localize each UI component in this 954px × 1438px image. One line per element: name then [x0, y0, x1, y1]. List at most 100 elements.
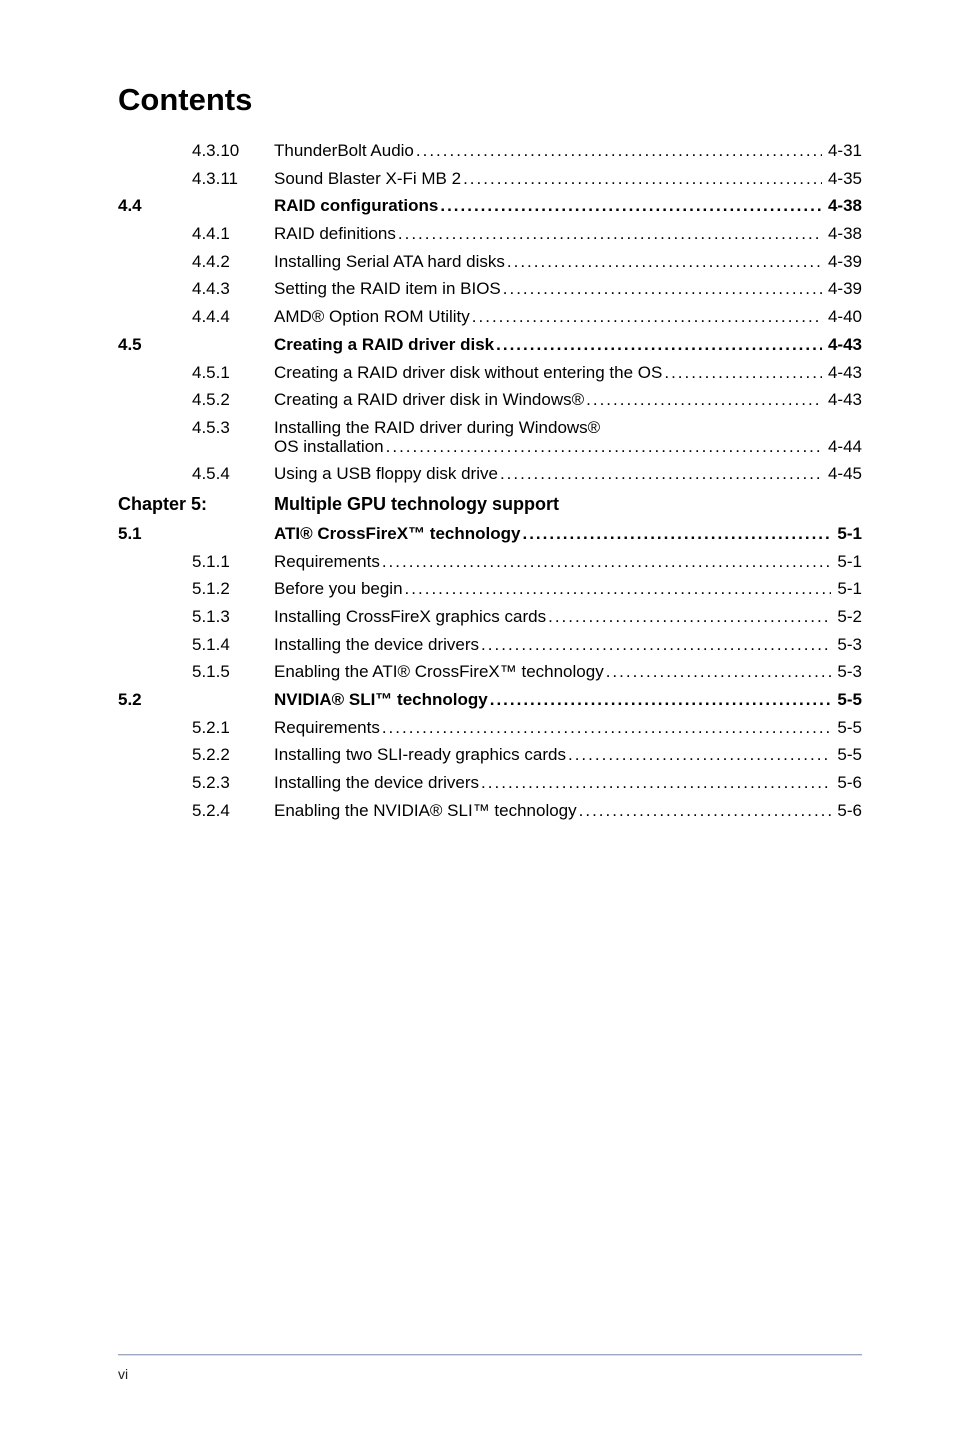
toc-subsection-number: 5.2.1: [192, 719, 274, 738]
toc-title-col: RAID definitions 4-38: [274, 225, 862, 244]
toc-row: 5.2NVIDIA® SLI™ technology5-5: [118, 691, 862, 710]
toc-title-text: Before you begin: [274, 580, 403, 599]
toc-row: 4.5.3Installing the RAID driver during W…: [118, 419, 862, 456]
toc-title-text: NVIDIA® SLI™ technology: [274, 691, 488, 710]
toc-title-col: Installing Serial ATA hard disks4-39: [274, 253, 862, 272]
toc-block-1: 4.3.10ThunderBolt Audio4-314.3.11Sound B…: [118, 142, 862, 484]
toc-row: 5.1.5Enabling the ATI® CrossFireX™ techn…: [118, 663, 862, 682]
toc-title-text: Setting the RAID item in BIOS: [274, 280, 501, 299]
toc-subsection-number: 4.4.2: [192, 253, 274, 272]
toc-title-text: OS installation: [274, 438, 384, 457]
toc-leader: [382, 719, 832, 738]
toc-row: 5.2.3Installing the device drivers5-6: [118, 774, 862, 793]
toc-row: 4.3.11Sound Blaster X-Fi MB 2 4-35: [118, 170, 862, 189]
toc-title-col: NVIDIA® SLI™ technology 5-5: [274, 691, 862, 710]
chapter-title: Multiple GPU technology support: [274, 494, 559, 515]
toc-page-number: 4-35: [824, 170, 862, 189]
toc-title-col: Setting the RAID item in BIOS 4-39: [274, 280, 862, 299]
toc-title-text: Installing the device drivers: [274, 774, 479, 793]
toc-page-number: 5-1: [833, 553, 862, 572]
toc-page-number: 4-40: [824, 308, 862, 327]
toc-title-text: Enabling the NVIDIA® SLI™ technology: [274, 802, 577, 821]
toc-title-text: Enabling the ATI® CrossFireX™ technology: [274, 663, 604, 682]
toc-subsection-number: 4.5.4: [192, 465, 274, 484]
toc-title-col: Before you begin5-1: [274, 580, 862, 599]
toc-title-col: Installing the device drivers 5-6: [274, 774, 862, 793]
toc-leader: [500, 465, 822, 484]
toc-page-number: 4-39: [824, 280, 862, 299]
toc-title-col: Requirements 5-1: [274, 553, 862, 572]
toc-page-number: 5-6: [833, 774, 862, 793]
toc-leader: [579, 802, 832, 821]
toc-leader: [606, 663, 832, 682]
toc-subsection-number: 5.2.2: [192, 746, 274, 765]
toc-subsection-number: 5.1.5: [192, 663, 274, 682]
toc-title-col: Installing CrossFireX graphics cards 5-2: [274, 608, 862, 627]
toc-leader: [586, 391, 822, 410]
toc-title-col: Installing the device drivers5-3: [274, 636, 862, 655]
toc-row: 5.1ATI® CrossFireX™ technology5-1: [118, 525, 862, 544]
toc-page-number: 5-1: [833, 525, 862, 544]
toc-page-number: 5-2: [833, 608, 862, 627]
toc-page-number: 5-5: [833, 691, 862, 710]
toc-subsection-number: 5.1.3: [192, 608, 274, 627]
toc-subsection-number: 4.5.3: [192, 419, 274, 438]
toc-title-line2: OS installation 4-44: [274, 438, 862, 457]
toc-title-col: ThunderBolt Audio4-31: [274, 142, 862, 161]
toc-page-number: 5-6: [833, 802, 862, 821]
toc-row: 4.5.2Creating a RAID driver disk in Wind…: [118, 391, 862, 410]
toc-row: 5.1.3Installing CrossFireX graphics card…: [118, 608, 862, 627]
toc-page-number: 4-44: [824, 438, 862, 457]
toc-subsection-number: 5.1.2: [192, 580, 274, 599]
toc-page-number: 5-3: [833, 663, 862, 682]
toc-title-text: Installing CrossFireX graphics cards: [274, 608, 546, 627]
chapter-row: Chapter 5: Multiple GPU technology suppo…: [118, 494, 862, 515]
toc-leader: [503, 280, 822, 299]
toc-title-text: Requirements: [274, 719, 380, 738]
toc-section-number: 4.5: [118, 336, 192, 355]
toc-leader: [548, 608, 831, 627]
toc-subsection-number: 5.2.4: [192, 802, 274, 821]
toc-page-number: 4-43: [824, 364, 862, 383]
toc-title-col: RAID configurations4-38: [274, 197, 862, 216]
toc-title-text: ATI® CrossFireX™ technology: [274, 525, 520, 544]
page: Contents 4.3.10ThunderBolt Audio4-314.3.…: [0, 0, 954, 1438]
toc-subsection-number: 4.4.3: [192, 280, 274, 299]
toc-title-text: Using a USB floppy disk drive: [274, 465, 498, 484]
toc-leader: [522, 525, 831, 544]
toc-leader: [481, 636, 831, 655]
footer-page-number: vi: [118, 1366, 128, 1382]
toc-row: 5.1.2Before you begin5-1: [118, 580, 862, 599]
toc-leader: [398, 225, 822, 244]
toc-title-text: Creating a RAID driver disk: [274, 336, 494, 355]
toc-subsection-number: 4.4.4: [192, 308, 274, 327]
toc-page-number: 4-38: [824, 225, 862, 244]
toc-title-text: Creating a RAID driver disk in Windows®: [274, 391, 584, 410]
toc-leader: [463, 170, 822, 189]
toc-title-col: Installing the RAID driver during Window…: [274, 419, 862, 456]
toc-title-col: Enabling the ATI® CrossFireX™ technology…: [274, 663, 862, 682]
toc-row: 4.4.1RAID definitions 4-38: [118, 225, 862, 244]
toc-leader: [568, 746, 831, 765]
toc-row: 4.5Creating a RAID driver disk4-43: [118, 336, 862, 355]
toc-subsection-number: 4.4.1: [192, 225, 274, 244]
toc-block-2: 5.1ATI® CrossFireX™ technology5-15.1.1Re…: [118, 525, 862, 821]
toc-row: 4.5.4Using a USB floppy disk drive4-45: [118, 465, 862, 484]
toc-row: 5.2.2Installing two SLI-ready graphics c…: [118, 746, 862, 765]
toc-subsection-number: 4.3.11: [192, 170, 274, 189]
toc-leader: [382, 553, 832, 572]
toc-row: 4.4.2Installing Serial ATA hard disks4-3…: [118, 253, 862, 272]
toc-title-text: Creating a RAID driver disk without ente…: [274, 364, 662, 383]
toc-row: 5.2.1Requirements 5-5: [118, 719, 862, 738]
toc-leader: [405, 580, 832, 599]
toc-subsection-number: 4.5.1: [192, 364, 274, 383]
footer-divider: [118, 1354, 862, 1356]
toc-subsection-number: 4.5.2: [192, 391, 274, 410]
toc-page-number: 5-5: [833, 719, 862, 738]
toc-row: 4.4.3Setting the RAID item in BIOS 4-39: [118, 280, 862, 299]
toc-title-col: Requirements 5-5: [274, 719, 862, 738]
toc-section-number: 4.4: [118, 197, 192, 216]
toc-title-text: Requirements: [274, 553, 380, 572]
toc-title-text: RAID definitions: [274, 225, 396, 244]
toc-leader: [472, 308, 822, 327]
